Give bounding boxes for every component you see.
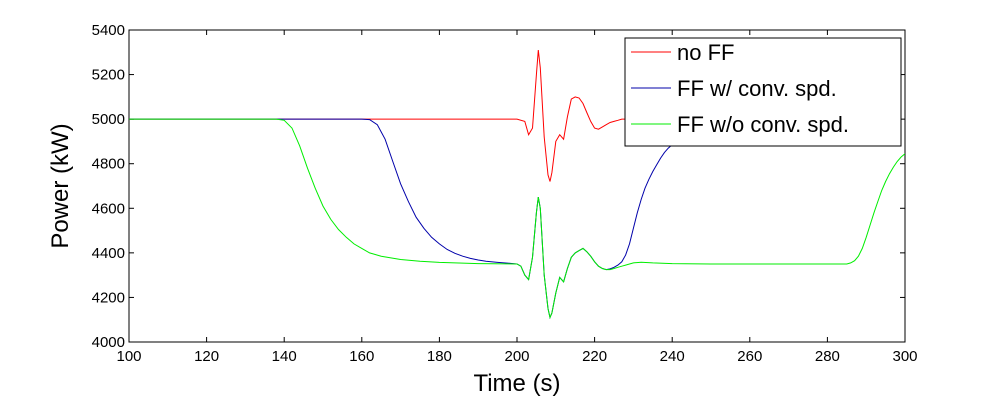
legend-box	[624, 37, 902, 147]
y-tick-label: 4600	[92, 200, 125, 217]
x-axis-title: Time (s)	[473, 370, 560, 397]
x-tick-label: 140	[272, 348, 297, 365]
x-tick-label: 220	[582, 348, 607, 365]
y-tick-label: 4800	[92, 156, 125, 173]
legend-label-0: no FF	[677, 40, 734, 65]
x-tick-label: 120	[194, 348, 219, 365]
y-tick-label: 4200	[92, 289, 125, 306]
series-line-0	[129, 50, 634, 182]
legend: no FF FF w/ conv. spd. FF w/o conv. spd.	[624, 37, 902, 147]
x-tick-label: 300	[892, 348, 917, 365]
x-tick-label: 240	[660, 348, 685, 365]
y-axis-title: Power (kW)	[47, 123, 74, 248]
x-tick-label: 280	[815, 348, 840, 365]
legend-label-1: FF w/ conv. spd.	[677, 76, 837, 101]
legend-label-2: FF w/o conv. spd.	[677, 112, 849, 137]
series-line-2	[129, 118, 905, 320]
x-tick-label: 200	[504, 348, 529, 365]
x-tick-label: 100	[116, 348, 141, 365]
y-tick-label: 4400	[92, 245, 125, 262]
y-tick-label: 5000	[92, 111, 125, 128]
x-tick-label: 180	[427, 348, 452, 365]
y-tick-label: 4000	[92, 334, 125, 351]
x-tick-label: 260	[737, 348, 762, 365]
x-tick-label: 160	[349, 348, 374, 365]
y-tick-label: 5200	[92, 67, 125, 84]
y-tick-label: 5400	[92, 22, 125, 39]
